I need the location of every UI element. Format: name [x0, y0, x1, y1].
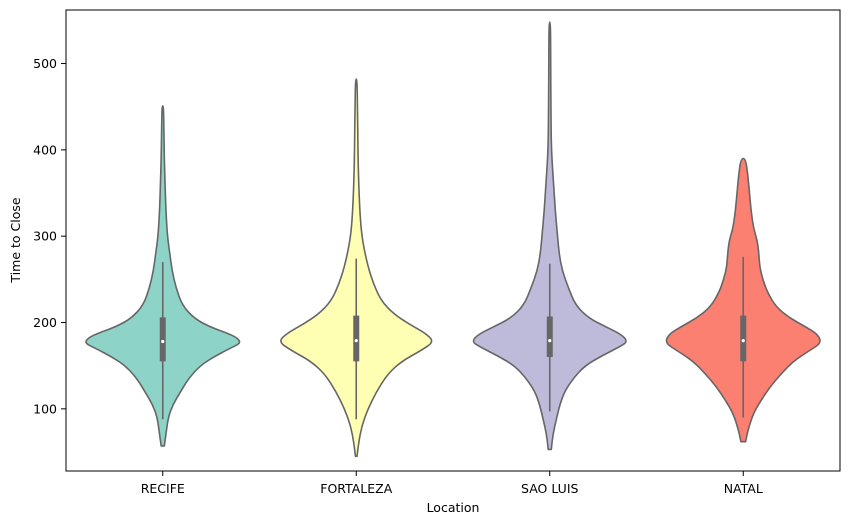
iqr-box-fortaleza [353, 315, 360, 362]
median-dot-natal [741, 339, 745, 343]
iqr-box-natal [740, 315, 747, 362]
y-axis-label: Time to Close [8, 197, 23, 283]
y-tick-label: 200 [33, 315, 57, 330]
x-axis-label: Location [427, 500, 480, 515]
median-dot-sao-luis [548, 339, 552, 343]
violin-sao-luis [472, 21, 627, 451]
x-tick-label: FORTALEZA [320, 481, 392, 496]
plot-frame [65, 9, 841, 472]
x-tick-label: SAO LUIS [521, 481, 578, 496]
y-tick-label: 400 [33, 142, 57, 157]
y-tick-label: 100 [33, 401, 57, 416]
x-axis: RECIFE FORTALEZA SAO LUIS NATAL [141, 471, 763, 496]
y-axis: 100 200 300 400 500 [33, 56, 66, 416]
median-dot-fortaleza [354, 339, 358, 343]
iqr-box-recife [159, 317, 166, 362]
violins-layer [85, 21, 821, 458]
y-tick-label: 300 [33, 229, 57, 244]
iqr-box-sao-luis [546, 316, 553, 358]
median-dot-recife [161, 339, 165, 344]
x-tick-label: NATAL [724, 481, 763, 496]
y-tick-label: 500 [33, 56, 57, 71]
x-tick-label: RECIFE [141, 481, 185, 496]
